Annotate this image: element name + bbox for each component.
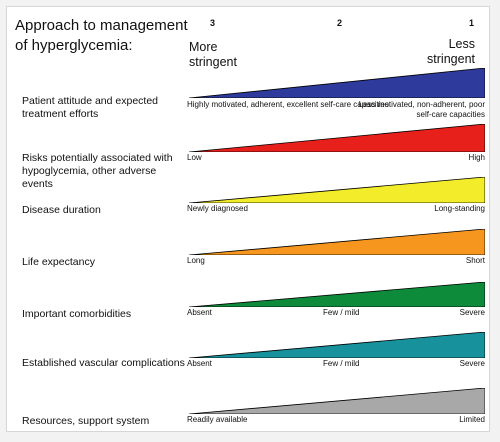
diagram-frame: Approach to management of hyperglycemia:… <box>6 6 490 432</box>
wedge-comorbidities <box>189 282 485 307</box>
anchor-right-comorbidities: Severe <box>459 308 485 317</box>
scale-number-3: 3 <box>210 18 216 28</box>
anchor-right-life-expectancy: Short <box>465 256 485 265</box>
factor-label-disease-duration: Disease duration <box>22 204 101 216</box>
more-stringent-label: More stringent <box>189 40 237 69</box>
factor-label-vascular-complications: Established vascular complications <box>22 357 185 369</box>
wedge-shape <box>189 177 485 203</box>
anchor-right-vascular-complications: Severe <box>459 359 485 368</box>
wedge-vascular-complications <box>189 332 485 358</box>
scale-number-1: 1 <box>469 18 475 28</box>
anchor-left-disease-duration: Newly diagnosed <box>187 204 248 213</box>
anchor-left-resources-support: Readily available <box>187 415 248 424</box>
anchor-mid-vascular-complications: Few / mild <box>323 359 360 368</box>
wedge-patient-attitude <box>189 68 485 98</box>
anchor-right-hypoglycemia-risk: High <box>468 153 485 162</box>
wedge-life-expectancy <box>189 229 485 255</box>
wedge-resources-support <box>189 388 485 414</box>
wedge-shape <box>189 282 485 307</box>
wedge-shape <box>189 388 485 414</box>
anchor-right-resources-support: Limited <box>459 415 485 424</box>
diagram-title: Approach to management of hyperglycemia: <box>15 17 188 54</box>
anchor-left-comorbidities: Absent <box>187 308 212 317</box>
wedge-shape <box>189 332 485 358</box>
wedge-shape <box>189 229 485 255</box>
factor-label-patient-attitude: Patient attitude and expected treatment … <box>22 95 159 120</box>
factor-label-comorbidities: Important comorbidities <box>22 308 132 320</box>
anchor-left-patient-attitude: Highly motivated, adherent, excellent se… <box>187 100 389 109</box>
factor-label-life-expectancy: Life expectancy <box>22 256 95 268</box>
wedge-hypoglycemia-risk <box>189 124 485 152</box>
wedge-shape <box>189 124 485 152</box>
scale-number-2: 2 <box>337 18 343 28</box>
factor-label-hypoglycemia-risk: Risks potentially associated with hypogl… <box>22 152 173 190</box>
factor-label-resources-support: Resources, support system <box>22 415 150 427</box>
anchor-left-hypoglycemia-risk: Low <box>187 153 202 162</box>
wedge-disease-duration <box>189 177 485 203</box>
anchor-left-vascular-complications: Absent <box>187 359 212 368</box>
anchor-left-life-expectancy: Long <box>187 256 205 265</box>
anchor-right-disease-duration: Long-standing <box>434 204 485 213</box>
less-stringent-label: Less stringent <box>427 37 475 66</box>
anchor-right-patient-attitude: Less motivated, non-adherent, poor self-… <box>358 100 485 119</box>
wedge-shape <box>189 68 485 98</box>
anchor-mid-comorbidities: Few / mild <box>323 308 360 317</box>
